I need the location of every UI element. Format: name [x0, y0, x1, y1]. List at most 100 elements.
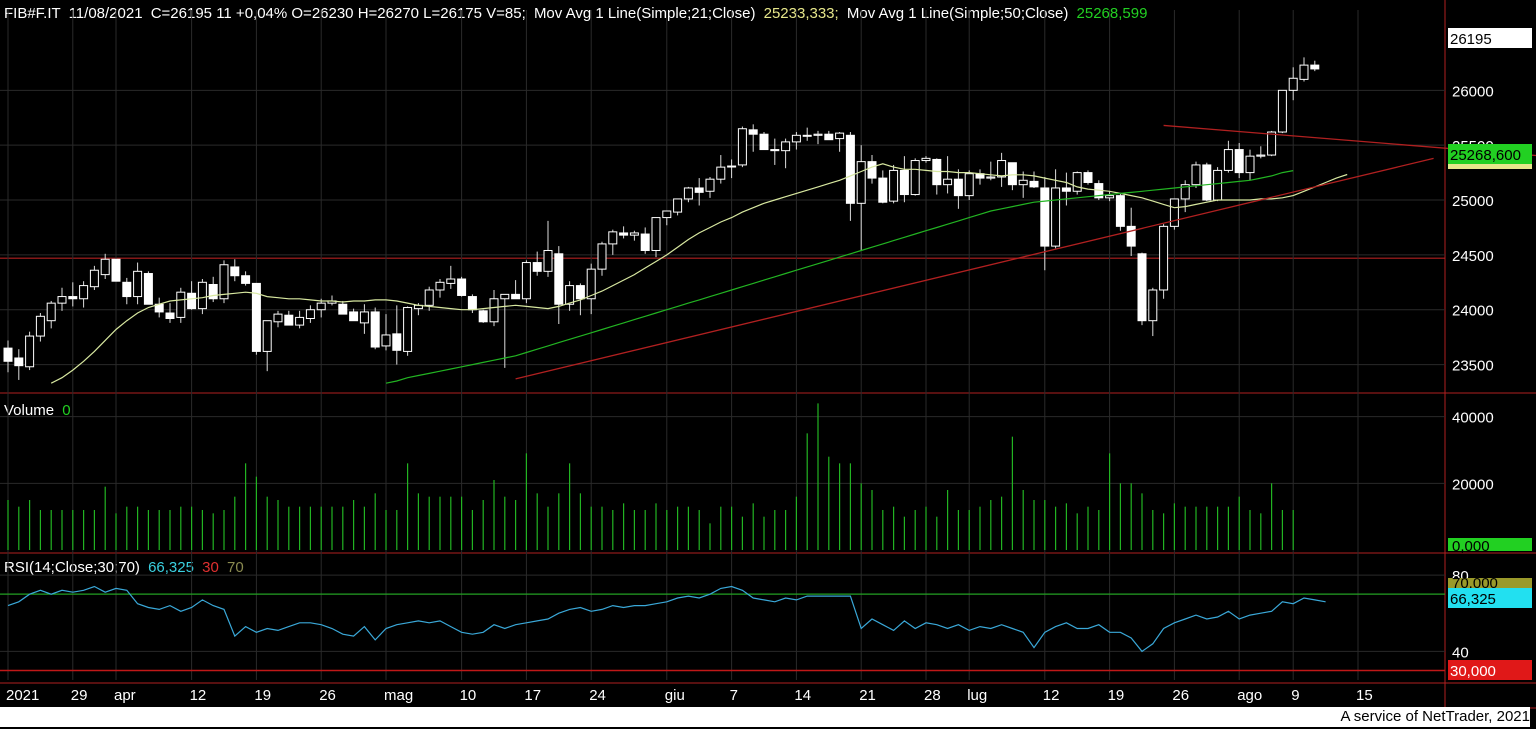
rsi-label: RSI(14;Close;30;70) — [4, 559, 140, 576]
quote-date: 11/08/2021 — [69, 5, 143, 22]
candle-up — [1105, 195, 1115, 199]
candle-up — [683, 187, 693, 200]
last-price-label: 26195 — [1450, 31, 1492, 48]
x-tick-label: 24 — [589, 687, 606, 704]
candle-down — [284, 314, 294, 326]
price-tick-label: 24000 — [1452, 303, 1494, 320]
candle-down — [122, 281, 132, 298]
rsi-value: 66,325 — [148, 559, 194, 576]
candle-up — [57, 296, 67, 304]
candle-up — [35, 315, 45, 337]
candle-up — [1267, 131, 1277, 156]
candle-down — [1007, 162, 1017, 186]
chart-header: FIB#F.IT 11/08/2021 C=26195 11 +0,04% O=… — [4, 5, 1147, 22]
candle-up — [489, 298, 499, 323]
candle-down — [370, 311, 380, 348]
candle-up — [46, 302, 56, 322]
candle-up — [1256, 154, 1266, 157]
rsi-line — [7, 585, 1326, 653]
candle-up — [543, 249, 553, 272]
candle-down — [349, 311, 359, 322]
candle-up — [1245, 155, 1255, 174]
rsi-band-high-box — [1448, 578, 1532, 588]
candle-up — [781, 141, 791, 152]
candle-down — [511, 293, 521, 300]
x-tick-label: apr — [114, 687, 136, 704]
candle-down — [478, 310, 488, 323]
x-tick-label: 14 — [794, 687, 811, 704]
candle-down — [143, 273, 153, 305]
x-tick-label: 12 — [190, 687, 207, 704]
candle-up — [716, 166, 726, 180]
candle-down — [1115, 195, 1125, 227]
candle-up — [910, 160, 920, 196]
volume-last-label: 0,000 — [1452, 538, 1490, 555]
candle-up — [446, 278, 456, 284]
volume-tick-label: 40000 — [1452, 410, 1494, 427]
ma-value-label: 25268,600 — [1450, 147, 1521, 164]
candle-up — [1223, 149, 1233, 171]
candle-up — [295, 316, 305, 326]
x-tick-label: mag — [384, 687, 413, 704]
plot-area: 235002400024500250002550026000202129apr1… — [0, 0, 1536, 710]
candle-down — [111, 258, 121, 282]
candle-down — [694, 187, 704, 193]
rsi-last-label: 66,325 — [1450, 591, 1496, 608]
last-price-label-box — [1448, 28, 1532, 48]
symbol: FIB#F.IT — [4, 5, 61, 22]
price-tick-label: 23500 — [1452, 358, 1494, 375]
rsi-band-high-label: 70,000 — [1452, 575, 1498, 592]
trend-line — [515, 157, 1434, 380]
candle-up — [381, 334, 391, 347]
candle-up — [262, 320, 272, 352]
candle-up — [219, 264, 229, 300]
candle-down — [165, 312, 175, 320]
candle-up — [662, 210, 672, 219]
candle-up — [316, 302, 326, 311]
price-tick-label: 25000 — [1452, 193, 1494, 210]
candle-down — [1137, 253, 1147, 322]
candle-down — [1040, 187, 1050, 247]
candle-down — [1029, 180, 1039, 188]
candle-up — [964, 173, 974, 197]
x-tick-label: 29 — [71, 687, 88, 704]
candle-up — [1072, 172, 1082, 192]
candle-up — [133, 270, 143, 298]
rsi-tick-label: 40 — [1452, 644, 1469, 661]
x-tick-label: 28 — [924, 687, 941, 704]
x-tick-label: 19 — [1108, 687, 1125, 704]
candle-up — [651, 217, 661, 251]
x-tick-label: 12 — [1043, 687, 1060, 704]
candle-down — [338, 303, 348, 315]
candle-up — [500, 293, 510, 300]
x-tick-label: 19 — [254, 687, 271, 704]
candle-up — [1159, 225, 1169, 291]
candle-up — [597, 243, 607, 270]
candle-up — [1051, 187, 1061, 247]
rsi-header: RSI(14;Close;30;70) 66,325 30 70 — [4, 559, 244, 576]
volume-value: 0 — [62, 402, 70, 419]
x-tick-label: ago — [1237, 687, 1262, 704]
candle-down — [759, 133, 769, 151]
candle-down — [392, 333, 402, 351]
ma50-value: 25268,599 — [1077, 5, 1148, 22]
candle-up — [521, 262, 531, 300]
candle-down — [640, 233, 650, 251]
price-tick-label: 24500 — [1452, 248, 1494, 265]
ma50-line — [385, 170, 1294, 384]
candle-down — [467, 296, 477, 311]
candle-up — [79, 285, 89, 300]
candle-down — [68, 296, 78, 300]
x-tick-label: 9 — [1291, 687, 1299, 704]
candle-down — [208, 283, 218, 300]
candle-up — [997, 160, 1007, 178]
candle-up — [986, 176, 996, 179]
volume-last-box — [1448, 538, 1532, 551]
candle-up — [856, 161, 866, 204]
candle-down — [3, 347, 13, 362]
candle-down — [1310, 64, 1320, 70]
rsi-band-low-label-box — [1448, 660, 1532, 680]
candle-down — [619, 232, 629, 236]
candle-down — [230, 266, 240, 277]
price-tick-label: 26000 — [1452, 83, 1494, 100]
